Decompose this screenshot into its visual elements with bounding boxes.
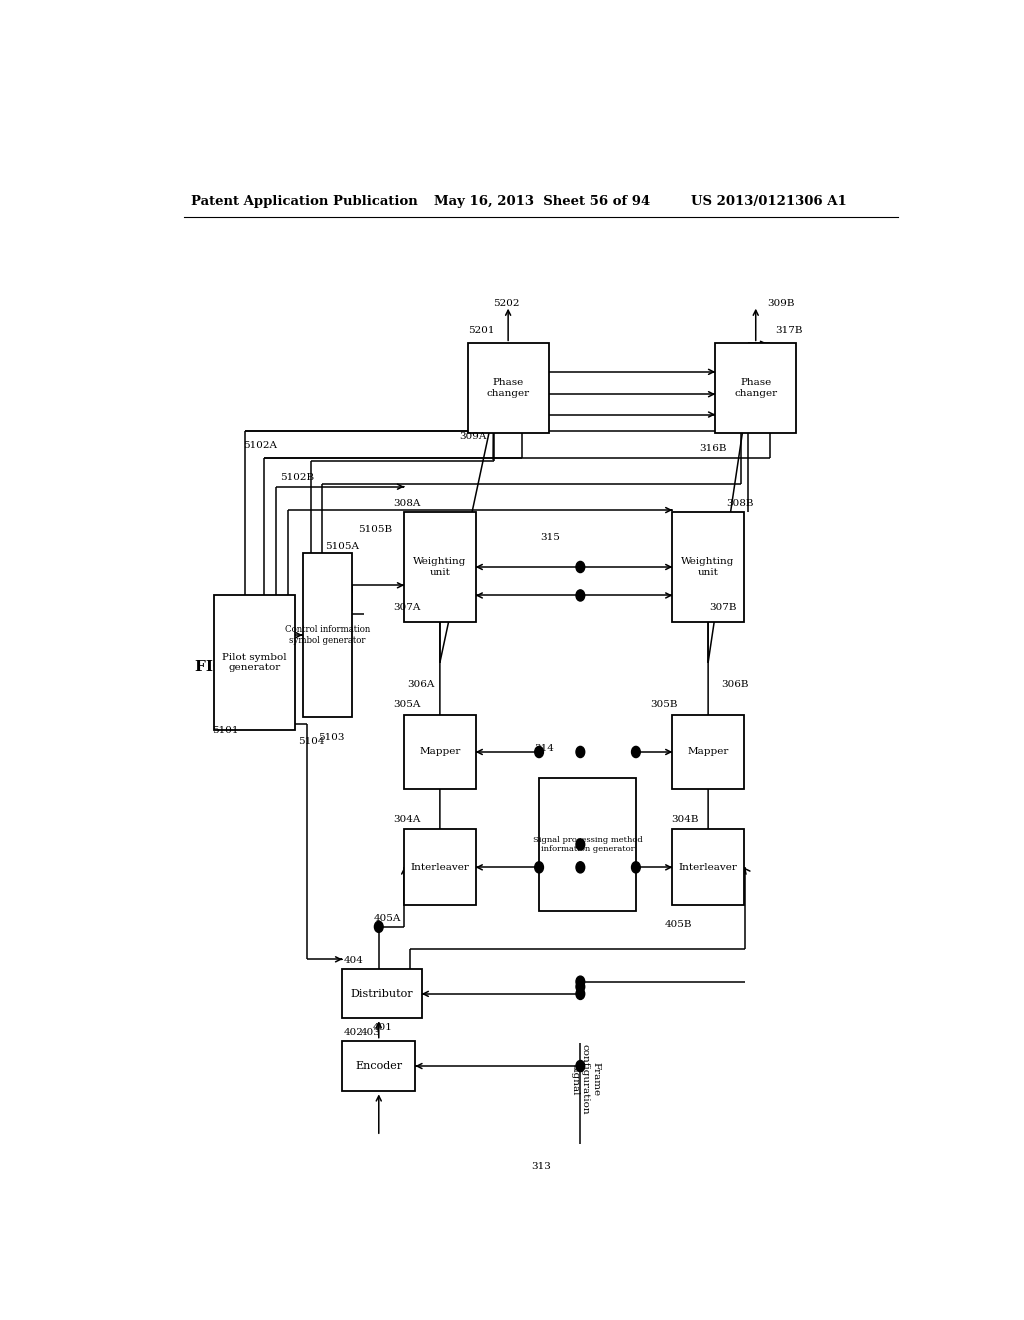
- Text: US 2013/0121306 A1: US 2013/0121306 A1: [691, 194, 847, 207]
- Text: 309B: 309B: [768, 298, 796, 308]
- Text: 309A: 309A: [460, 432, 487, 441]
- Circle shape: [535, 862, 544, 873]
- Circle shape: [575, 981, 585, 993]
- Circle shape: [575, 975, 585, 987]
- Bar: [539, 779, 636, 911]
- Text: 314: 314: [535, 744, 554, 752]
- Text: 5104: 5104: [298, 737, 325, 746]
- Text: FIG. 56: FIG. 56: [196, 660, 258, 673]
- Circle shape: [575, 590, 585, 601]
- Text: 402: 402: [344, 1027, 364, 1036]
- Text: 317B: 317B: [775, 326, 803, 335]
- Text: 403: 403: [360, 1027, 380, 1036]
- Bar: [673, 715, 743, 788]
- Circle shape: [575, 746, 585, 758]
- Text: 405A: 405A: [374, 913, 401, 923]
- Text: 5201: 5201: [468, 326, 495, 335]
- Text: 305B: 305B: [650, 700, 678, 709]
- Text: Frame
configuration
signal: Frame configuration signal: [570, 1044, 600, 1114]
- Circle shape: [632, 862, 640, 873]
- Circle shape: [575, 561, 585, 573]
- Text: Mapper: Mapper: [419, 747, 461, 756]
- Text: 405B: 405B: [665, 920, 692, 929]
- Bar: [468, 343, 549, 433]
- Text: 316B: 316B: [699, 444, 727, 453]
- Bar: [404, 512, 475, 622]
- Circle shape: [535, 746, 544, 758]
- Bar: [303, 553, 352, 718]
- Bar: [342, 1040, 416, 1092]
- Text: 5103: 5103: [318, 733, 345, 742]
- Bar: [715, 343, 797, 433]
- Text: 304B: 304B: [671, 816, 698, 824]
- Text: 315: 315: [541, 532, 560, 541]
- Text: 5101: 5101: [212, 726, 239, 735]
- Text: 404: 404: [344, 957, 364, 965]
- Text: 307A: 307A: [393, 603, 421, 611]
- Text: May 16, 2013  Sheet 56 of 94: May 16, 2013 Sheet 56 of 94: [433, 194, 650, 207]
- Circle shape: [575, 989, 585, 999]
- Text: Patent Application Publication: Patent Application Publication: [191, 194, 418, 207]
- Text: Encoder: Encoder: [355, 1061, 402, 1071]
- Text: 304A: 304A: [393, 816, 421, 824]
- Bar: [673, 829, 743, 906]
- Bar: [214, 595, 295, 730]
- Text: Weighting
unit: Weighting unit: [681, 557, 735, 577]
- Circle shape: [375, 921, 383, 932]
- Text: Phase
changer: Phase changer: [734, 379, 777, 397]
- Text: 306B: 306B: [722, 680, 750, 689]
- Circle shape: [575, 862, 585, 873]
- Text: Mapper: Mapper: [687, 747, 729, 756]
- Bar: [404, 829, 475, 906]
- Text: 5102A: 5102A: [243, 441, 278, 450]
- Circle shape: [632, 746, 640, 758]
- Bar: [404, 715, 475, 788]
- Text: Phase
changer: Phase changer: [486, 379, 529, 397]
- Text: 306A: 306A: [408, 680, 435, 689]
- Circle shape: [575, 840, 585, 850]
- Text: 308B: 308B: [726, 499, 754, 508]
- Text: 5102B: 5102B: [281, 473, 314, 482]
- Text: Weighting
unit: Weighting unit: [414, 557, 467, 577]
- Text: 307B: 307B: [709, 603, 736, 611]
- Text: 5105B: 5105B: [358, 525, 392, 535]
- Text: 401: 401: [373, 1023, 392, 1032]
- Text: Distributor: Distributor: [350, 989, 414, 999]
- Text: 305A: 305A: [393, 700, 421, 709]
- Text: 313: 313: [531, 1162, 551, 1171]
- Text: Signal processing method
information generator: Signal processing method information gen…: [532, 836, 642, 853]
- Text: Control information
symbol generator: Control information symbol generator: [285, 626, 370, 644]
- Text: 5105A: 5105A: [325, 541, 358, 550]
- Text: Interleaver: Interleaver: [679, 863, 737, 871]
- Circle shape: [575, 1060, 585, 1072]
- Bar: [342, 969, 422, 1018]
- Text: 308A: 308A: [393, 499, 421, 508]
- Text: Pilot symbol
generator: Pilot symbol generator: [222, 653, 287, 672]
- Bar: [673, 512, 743, 622]
- Text: Interleaver: Interleaver: [411, 863, 469, 871]
- Text: 5202: 5202: [494, 298, 519, 308]
